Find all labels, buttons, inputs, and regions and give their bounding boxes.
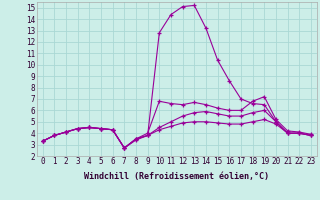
X-axis label: Windchill (Refroidissement éolien,°C): Windchill (Refroidissement éolien,°C): [84, 172, 269, 181]
